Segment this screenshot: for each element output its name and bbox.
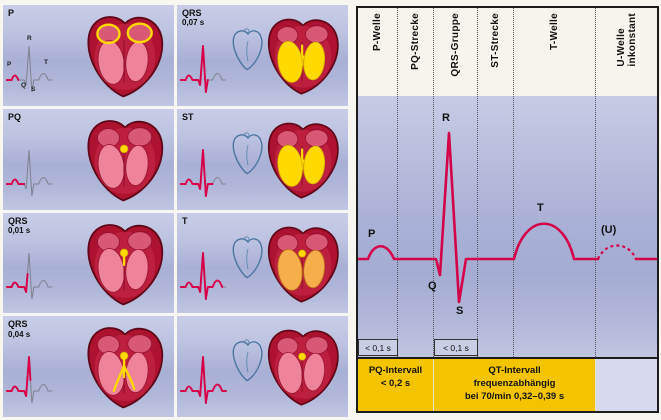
mini-label-q: Q [21, 82, 27, 89]
p-duration-box: < 0,1 s [358, 339, 398, 356]
panel-label-sub: 0,04 s [8, 329, 31, 339]
panel-label-main: QRS [8, 215, 28, 226]
heart-outline-sketch [232, 339, 263, 382]
highlight-ventricles [277, 144, 326, 187]
pq-interval-title: PQ-Intervall [368, 365, 423, 376]
panel-label: QRS 0,07 s [182, 8, 204, 28]
highlight-ventricles [277, 248, 326, 291]
heart-illustration [87, 16, 164, 98]
panel-label-sub: 0,01 s [8, 225, 31, 235]
u-wave-dotted [596, 244, 638, 260]
qt-interval-line3: bei 70/min 0,32–0,39 s [464, 390, 565, 402]
mini-ecg-trace [179, 252, 227, 301]
interval-row: PQ-Intervall < 0,2 s QT-Intervall freque… [358, 357, 657, 411]
mini-label-t: T [44, 59, 48, 66]
mini-ecg-trace [179, 356, 227, 404]
mini-ecg-trace [5, 149, 53, 196]
heart-illustration [87, 223, 164, 305]
chart-body-background [358, 96, 657, 357]
wave-label-s: S [456, 305, 464, 317]
qrs-duration-box: < 0,1 s [434, 339, 478, 356]
heart-illustration [267, 18, 339, 95]
qt-interval-title: QT-Intervall [488, 365, 541, 376]
heart-outline-sketch [232, 28, 263, 71]
ecg-phase-panel: QRS 0,07 s [177, 5, 348, 106]
heart-illustration [267, 329, 339, 406]
panel-label-main: QRS [8, 319, 28, 330]
highlight-av-node [298, 249, 307, 257]
pq-interval-value: < 0,2 s [380, 377, 411, 389]
mini-label-p: P [7, 61, 12, 68]
mini-ecg-trace [5, 356, 53, 404]
pq-interval-box: PQ-Intervall < 0,2 s [358, 359, 434, 411]
heart-illustration [267, 122, 339, 199]
panel-label: P [8, 8, 14, 18]
ecg-phase-panel: PQ [3, 108, 174, 210]
panel-label: PQ [8, 112, 21, 122]
ecg-phase-panel [177, 316, 348, 417]
mini-label-r: R [27, 35, 32, 42]
panel-label: QRS 0,04 s [8, 319, 30, 339]
highlight-av-node [119, 144, 129, 153]
wave-label-u: (U) [601, 224, 617, 236]
wave-label-p: P [368, 228, 376, 240]
ecg-phase-panel: P R P Q S T [3, 5, 174, 106]
qt-interval-line2: frequenzabhängig [473, 377, 556, 389]
ecg-phase-panel: QRS 0,01 s [3, 212, 174, 314]
mini-ecg-trace [5, 45, 53, 92]
heart-outline-sketch [232, 235, 263, 279]
phase-panel-grid: P R P Q S T [3, 5, 348, 417]
wave-label-q: Q [428, 280, 437, 292]
main-ecg-curve [358, 131, 657, 304]
panel-label: QRS 0,01 s [8, 216, 30, 236]
ecg-phase-panel: QRS 0,04 s [3, 316, 174, 417]
mini-ecg-letters: R P Q S T [3, 5, 174, 106]
mini-ecg-trace [179, 44, 227, 93]
highlight-av-node [298, 352, 307, 361]
panel-label-main: P [8, 8, 15, 18]
heart-illustration [87, 327, 164, 409]
highlight-bundle-branches [112, 354, 136, 393]
panel-label-main: ST [182, 111, 194, 122]
mini-ecg-trace [179, 148, 227, 197]
panel-label: T [182, 216, 188, 226]
mini-label-s: S [31, 86, 36, 93]
panel-label: ST [182, 112, 194, 122]
ecg-phase-panel: T [177, 212, 348, 314]
wave-label-t: T [537, 202, 544, 214]
ecg-interval-chart: P-Welle PQ-Strecke QRS-Gruppe ST-Strecke T-W… [356, 6, 659, 413]
mini-ecg-trace [5, 253, 53, 300]
heart-illustration [87, 119, 164, 202]
ecg-phase-panel: ST [177, 108, 348, 210]
highlight-ventricles [277, 40, 326, 83]
chart-header-background [358, 8, 657, 96]
wave-label-r: R [442, 112, 450, 124]
panel-label-main: PQ [8, 111, 22, 122]
interval-row-spacer [596, 359, 657, 411]
panel-label-main: QRS [182, 8, 202, 18]
heart-outline-sketch [232, 132, 263, 175]
heart-illustration [267, 226, 339, 303]
panel-label-sub: 0,07 s [182, 18, 205, 28]
highlight-atria [96, 22, 153, 45]
panel-label-main: T [182, 215, 188, 226]
qt-interval-box: QT-Intervall frequenzabhängig bei 70/min… [434, 359, 596, 411]
